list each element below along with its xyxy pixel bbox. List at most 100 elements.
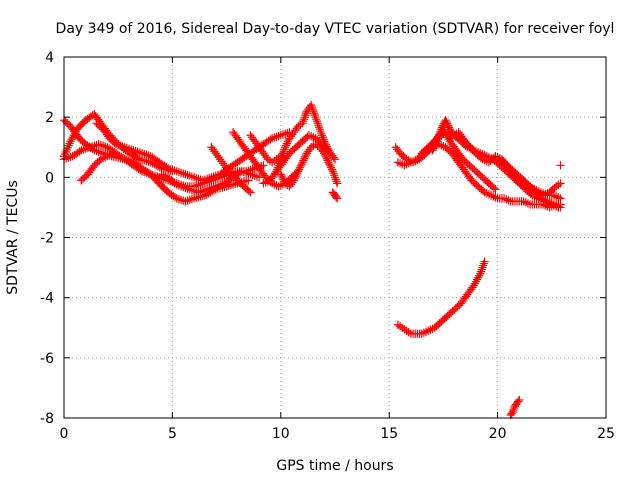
data-point bbox=[556, 161, 565, 170]
data-point bbox=[475, 152, 484, 161]
data-point bbox=[417, 149, 426, 158]
data-point bbox=[451, 304, 460, 313]
data-point bbox=[483, 177, 492, 186]
data-point bbox=[470, 179, 479, 188]
data-point bbox=[77, 176, 86, 185]
series-track-g bbox=[207, 143, 255, 197]
data-point bbox=[399, 152, 408, 161]
data-point bbox=[293, 141, 302, 150]
tick-labels: 0 5 10 15 20 25 -8 -6 -4 -2 0 2 4 bbox=[40, 50, 615, 442]
data-point bbox=[109, 149, 118, 158]
data-point bbox=[290, 144, 299, 153]
data-point bbox=[517, 176, 526, 185]
data-point bbox=[91, 159, 101, 168]
data-point bbox=[75, 134, 84, 143]
data-point bbox=[525, 183, 534, 192]
data-point bbox=[419, 147, 428, 156]
data-point bbox=[78, 137, 87, 146]
data-point bbox=[95, 122, 104, 131]
data-point bbox=[93, 158, 102, 167]
data-point bbox=[246, 188, 255, 197]
data-point bbox=[475, 183, 484, 192]
series-track-w bbox=[506, 395, 524, 420]
data-point bbox=[301, 134, 310, 143]
data-point bbox=[473, 168, 482, 177]
data-point bbox=[432, 322, 441, 331]
data-point bbox=[556, 194, 565, 203]
series-track-k bbox=[272, 101, 333, 176]
series-track-t bbox=[504, 167, 565, 212]
data-point bbox=[437, 317, 446, 326]
data-point bbox=[470, 165, 479, 174]
data-point bbox=[236, 179, 245, 188]
data-point bbox=[514, 173, 523, 182]
data-point bbox=[548, 185, 557, 194]
series-track-e bbox=[77, 149, 118, 185]
data-point bbox=[486, 156, 495, 165]
data-point bbox=[286, 147, 296, 156]
data-point bbox=[488, 182, 497, 191]
data-point bbox=[510, 170, 520, 179]
data-point bbox=[481, 176, 490, 185]
data-point bbox=[63, 119, 72, 128]
data-point bbox=[477, 185, 486, 194]
data-point bbox=[530, 188, 539, 197]
data-point bbox=[470, 147, 479, 156]
x-axis-label: GPS time / hours bbox=[276, 458, 393, 474]
data-point bbox=[473, 182, 483, 191]
data-point bbox=[556, 179, 565, 188]
data-point bbox=[467, 176, 476, 185]
data-point bbox=[244, 186, 253, 195]
y-tick-label: -8 bbox=[40, 411, 54, 427]
data-point bbox=[556, 203, 565, 212]
data-point bbox=[416, 152, 425, 161]
data-point bbox=[515, 395, 524, 405]
series-track-v bbox=[393, 257, 489, 338]
data-point bbox=[285, 149, 294, 158]
data-point bbox=[107, 135, 116, 144]
data-point bbox=[468, 164, 477, 173]
series-track-u bbox=[556, 161, 565, 170]
data-point bbox=[473, 150, 482, 159]
chart-title: Day 349 of 2016, Sidereal Day-to-day VTE… bbox=[56, 21, 615, 37]
data-point bbox=[333, 194, 342, 203]
data-point bbox=[478, 173, 487, 182]
data-point bbox=[413, 155, 422, 164]
x-tick-label: 5 bbox=[168, 426, 177, 442]
y-tick-label: 4 bbox=[45, 50, 54, 66]
data-point bbox=[295, 140, 304, 149]
data-point bbox=[442, 313, 451, 322]
x-tick-label: 10 bbox=[272, 426, 290, 442]
data-point bbox=[444, 146, 453, 155]
data-point bbox=[446, 308, 456, 317]
data-point bbox=[484, 179, 494, 188]
data-point bbox=[167, 176, 176, 185]
data-point bbox=[435, 319, 444, 328]
y-tick-label: -6 bbox=[40, 351, 54, 367]
x-tick-label: 0 bbox=[60, 426, 69, 442]
data-point bbox=[520, 179, 529, 188]
data-point bbox=[296, 138, 305, 147]
data-points bbox=[59, 101, 565, 420]
data-point bbox=[448, 307, 457, 316]
data-point bbox=[471, 167, 481, 176]
data-point bbox=[531, 189, 541, 198]
data-point bbox=[234, 177, 244, 186]
data-point bbox=[238, 180, 247, 189]
data-point bbox=[108, 137, 117, 146]
series-track-m bbox=[328, 188, 342, 203]
data-point bbox=[241, 183, 250, 192]
data-point bbox=[528, 186, 537, 195]
series-track-d bbox=[92, 119, 294, 185]
data-point bbox=[466, 162, 476, 171]
data-point bbox=[533, 191, 542, 200]
data-point bbox=[460, 156, 469, 165]
data-point bbox=[450, 305, 459, 314]
data-point bbox=[397, 150, 406, 159]
data-point bbox=[92, 119, 101, 128]
series-track-l bbox=[276, 140, 342, 191]
data-point bbox=[476, 171, 485, 180]
y-tick-label: 2 bbox=[45, 110, 54, 126]
data-point bbox=[76, 135, 85, 144]
y-tick-label: -2 bbox=[40, 231, 54, 247]
